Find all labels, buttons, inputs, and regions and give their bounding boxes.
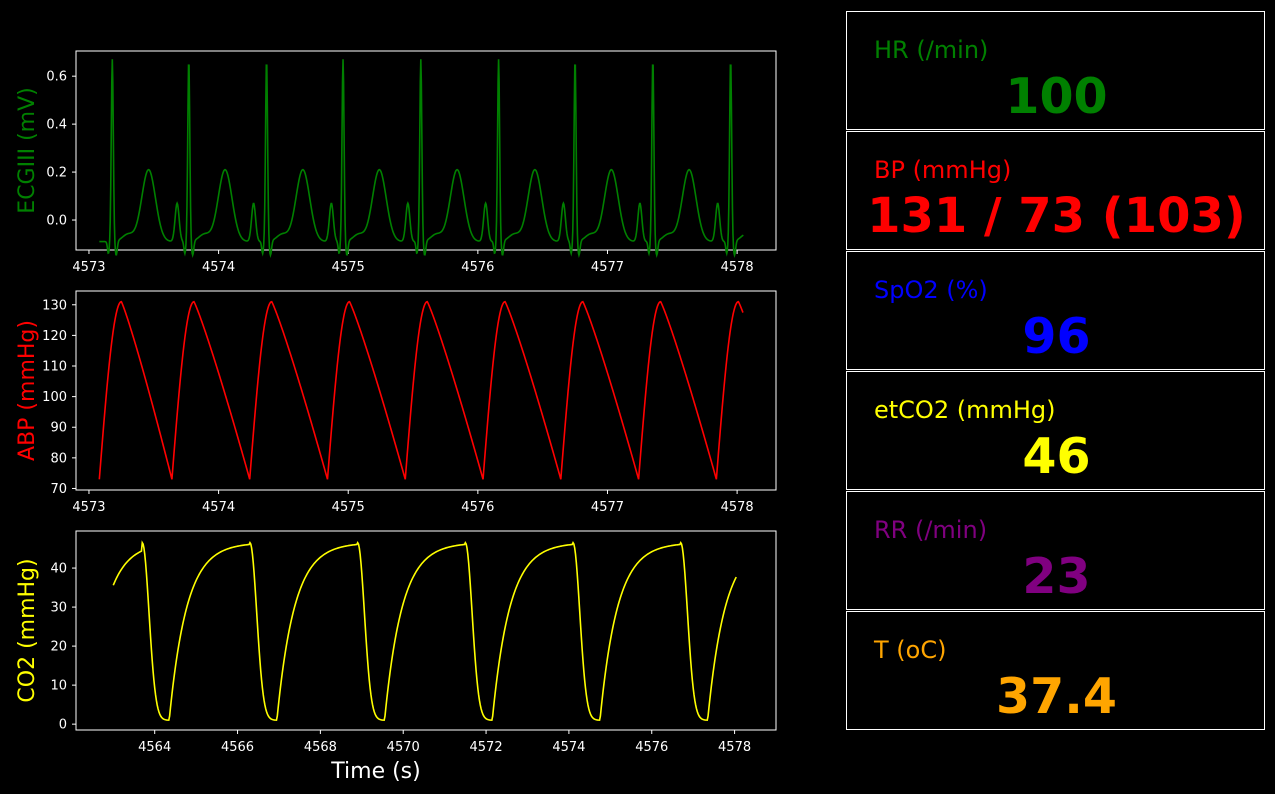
y-tick-label: 30 — [50, 601, 67, 616]
y-tick-label: 0.4 — [46, 118, 67, 133]
y-tick-label: 20 — [50, 640, 67, 655]
x-tick-label: 4574 — [202, 260, 235, 275]
x-tick-label: 4574 — [202, 500, 235, 515]
x-tick-label: 4573 — [72, 260, 105, 275]
y-axis-label: ECGIII (mV) — [15, 87, 40, 213]
bp-value: 131 / 73 (103) — [867, 188, 1246, 244]
x-tick-label: 4578 — [721, 260, 754, 275]
y-tick-label: 110 — [42, 360, 67, 375]
x-tick-label: 4572 — [470, 740, 503, 755]
x-axis-label: Time (s) — [330, 759, 420, 784]
x-tick-label: 4576 — [461, 500, 494, 515]
x-tick-label: 4575 — [332, 260, 365, 275]
spo2-label: SpO2 (%) — [874, 276, 988, 304]
y-tick-label: 130 — [42, 298, 67, 313]
plot-frame — [75, 50, 777, 251]
y-tick-label: 0.2 — [46, 166, 67, 181]
rr-label: RR (/min) — [874, 516, 988, 544]
x-tick-label: 4568 — [304, 740, 337, 755]
y-tick-label: 40 — [50, 562, 67, 577]
x-tick-label: 4576 — [635, 740, 668, 755]
x-tick-label: 4570 — [387, 740, 420, 755]
x-tick-label: 4564 — [138, 740, 171, 755]
plot-frame — [75, 290, 777, 491]
y-tick-label: 70 — [50, 482, 67, 497]
hr-box: HR (/min) 100 — [846, 11, 1265, 130]
series-line — [98, 300, 744, 480]
y-tick-label: 10 — [50, 679, 67, 694]
x-tick-label: 4577 — [591, 500, 624, 515]
x-tick-label: 4573 — [72, 500, 105, 515]
x-tick-label: 4574 — [552, 740, 585, 755]
y-tick-label: 80 — [50, 451, 67, 466]
abp-panel: 4573 4574 4575 4576 4577 4578 70 80 90 100 110 120 1… — [15, 290, 777, 515]
temp-label: T (oC) — [874, 636, 947, 664]
y-tick-label: 120 — [42, 329, 67, 344]
spo2-box: SpO2 (%) 96 — [846, 251, 1265, 370]
x-tick-label: 4577 — [591, 260, 624, 275]
ecg-panel: 4573 4574 4575 4576 4577 4578 0.0 0.2 0.4 0.6 ECGI… — [15, 50, 777, 275]
x-tick-label: 4578 — [718, 740, 751, 755]
waveform-charts: 4573 4574 4575 4576 4577 4578 0.0 0.2 0.4 0.6 ECGI… — [15, 50, 777, 784]
y-axis-label: CO2 (mmHg) — [15, 558, 40, 702]
etco2-box: etCO2 (mmHg) 46 — [846, 371, 1265, 490]
x-tick-label: 4578 — [721, 500, 754, 515]
spo2-value: 96 — [1022, 308, 1091, 365]
etco2-label: etCO2 (mmHg) — [874, 396, 1056, 424]
bp-box: BP (mmHg) 131 / 73 (103) — [846, 131, 1265, 250]
x-tick-label: 4576 — [461, 260, 494, 275]
rr-value: 23 — [1022, 548, 1091, 605]
series-line — [99, 59, 744, 258]
temp-value: 37.4 — [996, 668, 1117, 725]
y-tick-label: 0.6 — [46, 70, 67, 85]
plot-frame — [75, 530, 777, 731]
bp-label: BP (mmHg) — [874, 156, 1012, 184]
temp-box: T (oC) 37.4 — [846, 611, 1265, 730]
x-tick-label: 4566 — [221, 740, 254, 755]
co2-panel: 4564 4566 4568 4570 4572 4574 4576 4578 0 10 20 30 4… — [15, 530, 777, 784]
y-tick-label: 0 — [59, 718, 67, 733]
hr-label: HR (/min) — [874, 36, 989, 64]
y-tick-label: 90 — [50, 421, 67, 436]
y-tick-label: 0.0 — [46, 214, 67, 229]
y-tick-label: 100 — [42, 390, 67, 405]
series-line — [112, 540, 737, 722]
x-tick-label: 4575 — [332, 500, 365, 515]
rr-box: RR (/min) 23 — [846, 491, 1265, 610]
hr-value: 100 — [1005, 68, 1108, 125]
etco2-value: 46 — [1022, 428, 1091, 485]
y-axis-label: ABP (mmHg) — [15, 320, 40, 461]
